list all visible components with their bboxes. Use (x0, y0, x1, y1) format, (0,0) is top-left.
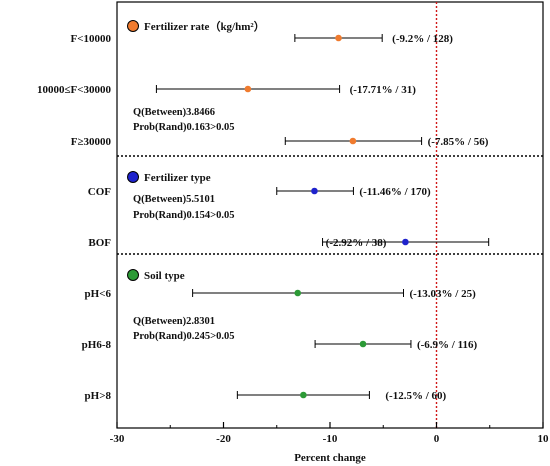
stat-prob-rand: Prob(Rand)0.163>0.05 (133, 122, 234, 133)
effect-point (294, 289, 302, 297)
group-title: Soil type (144, 270, 185, 282)
rows-layer: F<10000 (-9.2% / 128) 10000≤F<30000 (-17.71… (37, 33, 490, 402)
row-label: BOF (88, 237, 111, 249)
group-fertilizer-rate: Fertilizer rate（kg/hm²） Q(Between)3.8466… (127, 20, 265, 133)
data-label: (-17.71% / 31) (350, 84, 417, 96)
row-label: F<10000 (71, 33, 112, 45)
effect-point (244, 85, 252, 93)
forest-row: pH>8 (-12.5% / 60) (85, 390, 447, 402)
row-label: COF (88, 186, 112, 198)
forest-row: pH6-8 (-6.9% / 116) (82, 339, 478, 351)
effect-point (311, 187, 318, 195)
x-tick-label: 10 (538, 433, 550, 445)
forest-row: COF (-11.46% / 170) (88, 186, 431, 198)
group-marker (127, 171, 139, 183)
effect-point (359, 340, 367, 348)
stat-q-between: Q(Between)5.5101 (133, 194, 215, 205)
stat-prob-rand: Prob(Rand)0.154>0.05 (133, 210, 234, 221)
effect-point (335, 34, 342, 42)
x-axis-label: Percent change (294, 452, 366, 464)
data-label: (-7.85% / 56) (428, 136, 489, 148)
group-marker (127, 269, 139, 281)
group-soil-type: Soil type Q(Between)2.8301 Prob(Rand)0.2… (127, 269, 234, 342)
data-label: (-6.9% / 116) (417, 339, 478, 351)
forest-row: BOF (-2.92% / 38) (88, 237, 490, 249)
stat-q-between: Q(Between)2.8301 (133, 316, 215, 327)
forest-row: F<10000 (-9.2% / 128) (71, 33, 454, 45)
forest-row: 10000≤F<30000 (-17.71% / 31) (37, 84, 416, 96)
row-label: pH<6 (85, 288, 112, 300)
row-label: pH6-8 (82, 339, 112, 351)
forest-row: pH<6 (-13.03% / 25) (85, 288, 477, 300)
group-fertilizer-type: Fertilizer type Q(Between)5.5101 Prob(Ra… (127, 171, 234, 221)
row-label: 10000≤F<30000 (37, 84, 112, 96)
group-title: Fertilizer type (144, 172, 211, 184)
x-tick-label: -10 (323, 433, 338, 445)
row-label: pH>8 (85, 390, 112, 402)
data-label: (-13.03% / 25) (409, 288, 476, 300)
row-label: F≥30000 (71, 136, 112, 148)
group-marker (127, 20, 139, 32)
stat-q-between: Q(Between)3.8466 (133, 107, 215, 118)
effect-point (402, 238, 409, 246)
data-label: (-9.2% / 128) (392, 33, 453, 45)
data-label: (-2.92% / 38) (326, 237, 387, 249)
x-axis: -30 -20 -10 0 10 (110, 422, 549, 445)
effect-point (349, 137, 357, 145)
data-label: (-12.5% / 60) (385, 390, 446, 402)
x-tick-label: 0 (434, 433, 440, 445)
group-title: Fertilizer rate（kg/hm²） (144, 20, 265, 33)
x-tick-label: -30 (110, 433, 125, 445)
x-tick-label: -20 (216, 433, 231, 445)
data-label: (-11.46% / 170) (359, 186, 431, 198)
effect-point (300, 391, 307, 399)
forest-row: F≥30000 (-7.85% / 56) (71, 136, 489, 148)
stat-prob-rand: Prob(Rand)0.245>0.05 (133, 331, 234, 342)
